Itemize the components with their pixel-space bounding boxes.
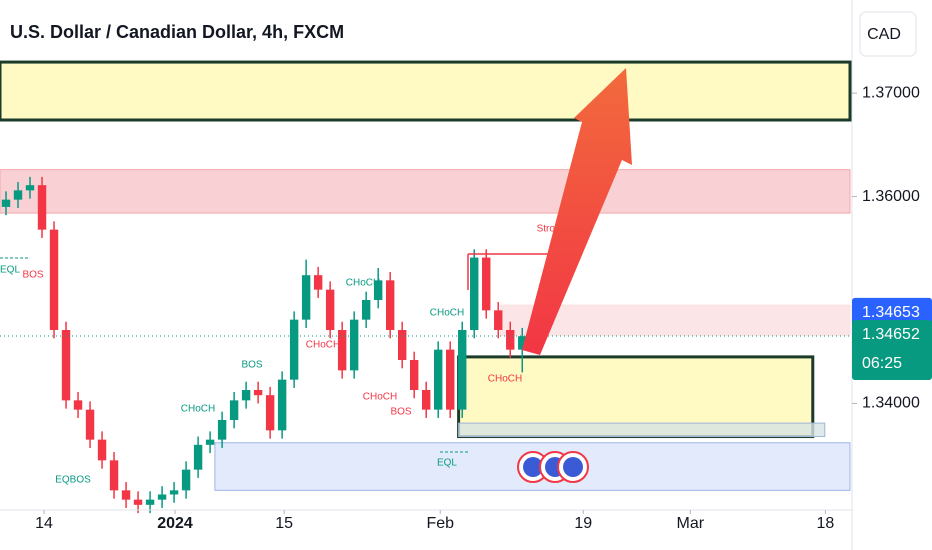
candle-body [157, 494, 167, 500]
x-tick-label: 14 [35, 515, 53, 532]
candle-body [61, 330, 71, 401]
candle-body [205, 439, 215, 445]
candle-body [289, 319, 299, 380]
overlay [0, 68, 632, 483]
candle-body [446, 349, 455, 410]
annotation: EQL [0, 265, 20, 276]
close-price-tag [852, 320, 932, 380]
annotation: CHoCH [430, 308, 464, 319]
candle-body [470, 257, 479, 330]
annotation: CHoCH [306, 340, 340, 351]
candle-body [229, 400, 239, 420]
candle-body [397, 330, 407, 360]
candle-body [361, 300, 371, 320]
candle-body [277, 379, 287, 431]
candle-body [506, 330, 515, 350]
candle-body [373, 280, 383, 300]
candle-body [349, 319, 359, 371]
y-tick-label: 1.37000 [862, 84, 920, 101]
candle-body [13, 190, 23, 200]
candle-body [133, 499, 143, 505]
candle-body [325, 289, 335, 330]
candle-body [37, 185, 47, 230]
currency-button[interactable] [859, 11, 917, 57]
candle-body [145, 499, 155, 505]
event-icons [517, 451, 589, 483]
zone [458, 422, 826, 438]
annotation: BOS [390, 407, 411, 418]
zone [500, 304, 851, 336]
candle-body [301, 275, 311, 320]
y-tick-label: 1.36000 [862, 188, 920, 205]
annotation: EQBOS [55, 475, 91, 486]
x-tick-label: Mar [677, 515, 705, 532]
plot: EQL BOSEQBOSBOSCHoCHCHoCHCHoCHCHoCHBOSCHo… [0, 60, 852, 514]
candle-body [458, 330, 467, 410]
candle-body [434, 349, 443, 410]
countdown: 06:25 [862, 355, 902, 372]
candle-body [1, 199, 11, 207]
candle-body [193, 444, 203, 470]
annotation: CHoCH [346, 278, 380, 289]
x-tick-label: 2024 [157, 515, 193, 532]
zone [0, 169, 851, 214]
candle-body [494, 310, 503, 330]
annotation: EQL [437, 458, 457, 469]
candle-body [73, 400, 83, 410]
currency[interactable]: CAD [867, 26, 901, 43]
zone [0, 60, 852, 122]
candle-body [482, 257, 491, 311]
candle-body [241, 390, 251, 401]
candle-body [49, 229, 59, 330]
candle-body [181, 469, 191, 491]
candle-body [313, 275, 323, 290]
chart-title: U.S. Dollar / Canadian Dollar, 4h, FXCM [10, 22, 344, 42]
x-tick-label: 19 [574, 515, 592, 532]
arrow [522, 68, 632, 355]
last-price-label: 1.34653 [862, 304, 920, 321]
y-tick-label: 1.34000 [862, 395, 920, 412]
annotation: CHoCH [488, 374, 522, 385]
x-tick-label: 18 [816, 515, 834, 532]
candle-body [217, 420, 227, 440]
candle-body [337, 330, 347, 371]
x-tick-label: 15 [275, 515, 293, 532]
candle-body [385, 280, 395, 330]
candle-body [518, 336, 527, 350]
candle-body [265, 395, 275, 431]
annotation: CHoCH [363, 392, 397, 403]
annotation: BOS [22, 270, 43, 281]
annotation: BOS [241, 360, 262, 371]
candle-body [169, 490, 179, 495]
candle-body [421, 390, 431, 410]
candle-body [253, 390, 263, 396]
candle-body [85, 409, 95, 440]
candle-body [25, 185, 35, 191]
annotation: CHoCH [181, 404, 215, 415]
candle-body [97, 439, 107, 461]
candle-body [121, 490, 131, 500]
close-price-label: 1.34652 [862, 326, 920, 343]
candle-body [109, 460, 119, 491]
candle-body [409, 360, 419, 390]
x-tick-label: Feb [426, 515, 454, 532]
